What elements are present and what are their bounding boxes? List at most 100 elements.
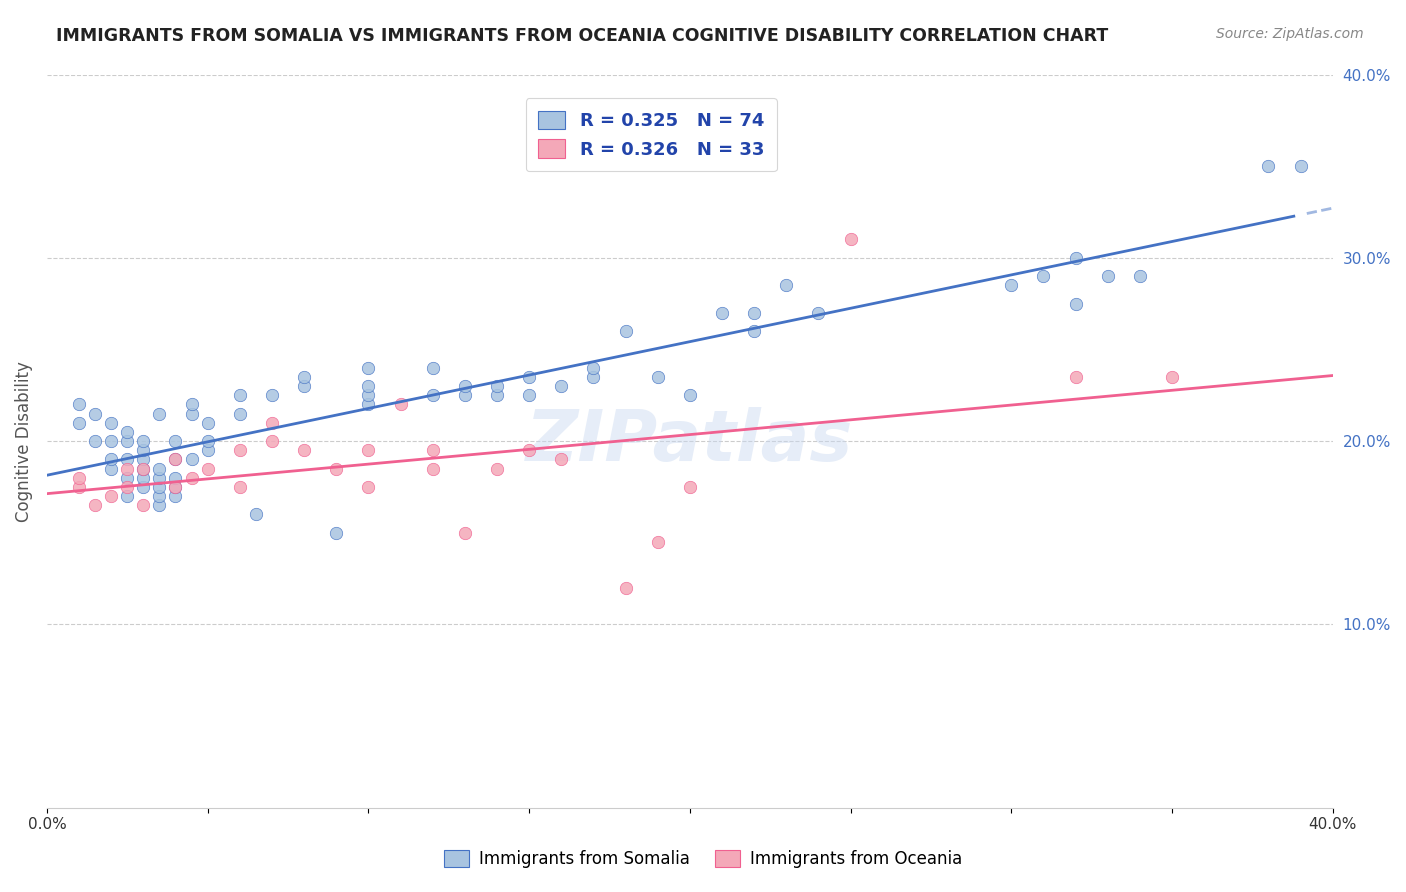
Point [614, 581, 637, 595]
Point [742, 324, 765, 338]
Point [148, 498, 170, 512]
Point [132, 443, 155, 458]
Text: ZIPatlas: ZIPatlas [526, 407, 853, 475]
Point [67, 471, 90, 485]
Point [132, 452, 155, 467]
Point [67, 480, 90, 494]
Point [180, 471, 202, 485]
Point [422, 360, 444, 375]
Point [1032, 269, 1054, 284]
Point [647, 370, 669, 384]
Point [117, 480, 139, 494]
Point [132, 461, 155, 475]
Point [1097, 269, 1119, 284]
Point [132, 434, 155, 449]
Point [197, 416, 219, 430]
Point [292, 370, 315, 384]
Legend: Immigrants from Somalia, Immigrants from Oceania: Immigrants from Somalia, Immigrants from… [437, 843, 969, 875]
Point [807, 306, 830, 320]
Point [422, 443, 444, 458]
Point [422, 461, 444, 475]
Point [742, 306, 765, 320]
Point [84, 498, 107, 512]
Text: IMMIGRANTS FROM SOMALIA VS IMMIGRANTS FROM OCEANIA COGNITIVE DISABILITY CORRELAT: IMMIGRANTS FROM SOMALIA VS IMMIGRANTS FR… [56, 27, 1108, 45]
Point [1064, 370, 1087, 384]
Point [582, 370, 605, 384]
Point [292, 379, 315, 393]
Point [100, 434, 122, 449]
Point [775, 278, 797, 293]
Point [148, 489, 170, 503]
Point [100, 452, 122, 467]
Point [582, 360, 605, 375]
Point [117, 489, 139, 503]
Point [1064, 296, 1087, 310]
Point [647, 535, 669, 549]
Point [245, 508, 267, 522]
Point [1289, 159, 1312, 173]
Point [325, 461, 347, 475]
Point [165, 471, 187, 485]
Point [132, 461, 155, 475]
Point [229, 480, 252, 494]
Point [132, 498, 155, 512]
Point [1064, 251, 1087, 265]
Point [839, 232, 862, 246]
Point [67, 397, 90, 411]
Point [148, 407, 170, 421]
Point [357, 443, 380, 458]
Text: Source: ZipAtlas.com: Source: ZipAtlas.com [1216, 27, 1364, 41]
Point [550, 452, 572, 467]
Legend: R = 0.325   N = 74, R = 0.326   N = 33: R = 0.325 N = 74, R = 0.326 N = 33 [526, 98, 778, 171]
Point [117, 425, 139, 439]
Point [180, 407, 202, 421]
Point [357, 388, 380, 402]
Point [485, 388, 508, 402]
Point [100, 416, 122, 430]
Point [679, 388, 702, 402]
Point [292, 443, 315, 458]
Point [517, 443, 540, 458]
Point [679, 480, 702, 494]
Point [1161, 370, 1184, 384]
Point [229, 388, 252, 402]
Point [165, 480, 187, 494]
Point [454, 379, 477, 393]
Point [197, 461, 219, 475]
Point [1000, 278, 1022, 293]
Point [132, 471, 155, 485]
Point [357, 480, 380, 494]
Point [1129, 269, 1152, 284]
Point [517, 388, 540, 402]
Point [84, 434, 107, 449]
Point [148, 471, 170, 485]
Point [117, 452, 139, 467]
Point [117, 471, 139, 485]
Point [180, 397, 202, 411]
Point [197, 434, 219, 449]
Point [389, 397, 412, 411]
Point [165, 480, 187, 494]
Point [454, 388, 477, 402]
Y-axis label: Cognitive Disability: Cognitive Disability [15, 360, 32, 522]
Point [357, 379, 380, 393]
Point [550, 379, 572, 393]
Point [357, 360, 380, 375]
Point [260, 434, 283, 449]
Point [117, 434, 139, 449]
Point [165, 434, 187, 449]
Point [67, 416, 90, 430]
Point [197, 443, 219, 458]
Point [485, 379, 508, 393]
Point [165, 452, 187, 467]
Point [422, 388, 444, 402]
Point [100, 461, 122, 475]
Point [229, 443, 252, 458]
Point [357, 397, 380, 411]
Point [325, 525, 347, 540]
Point [517, 370, 540, 384]
Point [165, 489, 187, 503]
Point [260, 388, 283, 402]
Point [614, 324, 637, 338]
Point [117, 461, 139, 475]
